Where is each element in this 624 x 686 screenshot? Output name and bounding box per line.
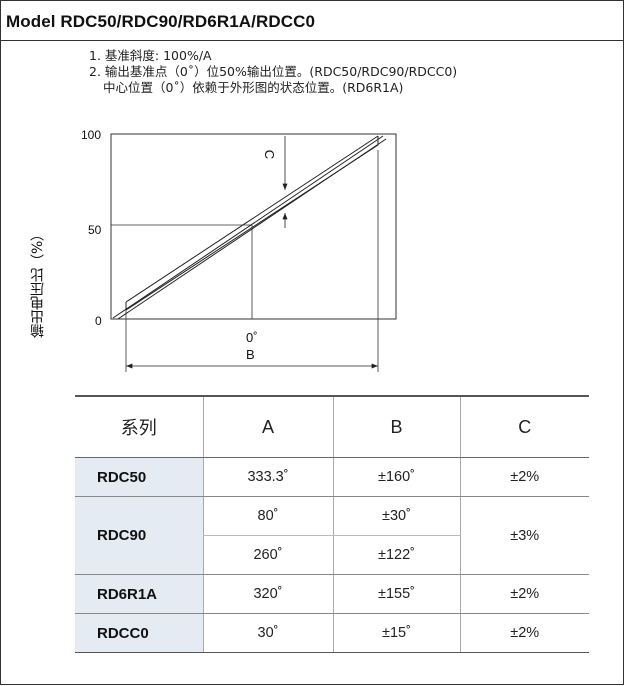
x-origin-label: 0˚ (246, 330, 258, 345)
a-cell: 30˚ (202, 613, 333, 653)
dimension-c-label: C (262, 149, 278, 160)
table-row: RD6R1A 320˚ ±155˚ ±2% (75, 574, 589, 614)
table-row: RDCC0 30˚ ±15˚ ±2% (75, 613, 589, 653)
table-row: 260˚ ±122˚ (75, 535, 589, 575)
series-cell: RDC50 (75, 457, 203, 497)
note-3: 中心位置（0˚）依赖于外形图的状态位置。(RD6R1A) (103, 80, 404, 95)
a-cell: 80˚ (202, 496, 333, 536)
a-cell: 333.3˚ (202, 457, 333, 497)
table-row: RDC50 333.3˚ ±160˚ ±2% (75, 457, 589, 497)
notes: 1. 基准斜度: 100%/A 2. 输出基准点（0˚）位50%输出位置。(RD… (89, 48, 457, 96)
spec-table: 系列 A B C RDC50 333.3˚ ±160˚ ±2% RDC90 80… (75, 395, 589, 653)
table-header-row: 系列 A B C (75, 395, 589, 458)
header-b: B (332, 395, 460, 458)
c-cell: ±2% (459, 574, 589, 614)
series-cell: RDCC0 (75, 613, 203, 653)
characteristic-chart (110, 133, 397, 372)
page-title: Model RDC50/RDC90/RD6R1A/RDCC0 (6, 12, 316, 31)
c-cell: ±3% (459, 496, 589, 575)
plot-frame (110, 133, 397, 320)
y-tick-100: 100 (81, 128, 102, 142)
a-cell: 260˚ (202, 535, 333, 575)
table-row: RDC90 80˚ ±30˚ ±3% (75, 496, 589, 575)
band-line-inner-upper (125, 135, 379, 303)
series-cell: RD6R1A (75, 574, 203, 614)
title-divider (0, 40, 624, 41)
header-a: A (202, 395, 333, 458)
b-cell: ±160˚ (332, 457, 460, 497)
b-cell: ±30˚ (332, 496, 460, 536)
note-1: 1. 基准斜度: 100%/A (89, 48, 212, 63)
series-cell: RDC90 (75, 496, 203, 575)
y-tick-0: 0 (95, 314, 102, 328)
b-cell: ±15˚ (332, 613, 460, 653)
b-cell: ±122˚ (332, 535, 460, 575)
band-line-upper (112, 135, 384, 319)
note-2: 2. 输出基准点（0˚）位50%输出位置。(RDC50/RDC90/RDCC0) (89, 64, 458, 79)
y-tick-50: 50 (88, 223, 102, 237)
top-border (0, 0, 624, 1)
output-band (112, 135, 387, 320)
b-cell: ±155˚ (332, 574, 460, 614)
band-line-inner-lower (125, 144, 379, 311)
dimension-b-label: B (246, 347, 255, 362)
header-c: C (459, 395, 589, 458)
c-cell: ±2% (459, 613, 589, 653)
c-cell: ±2% (459, 457, 589, 497)
a-cell: 320˚ (202, 574, 333, 614)
header-series: 系列 (75, 395, 203, 458)
